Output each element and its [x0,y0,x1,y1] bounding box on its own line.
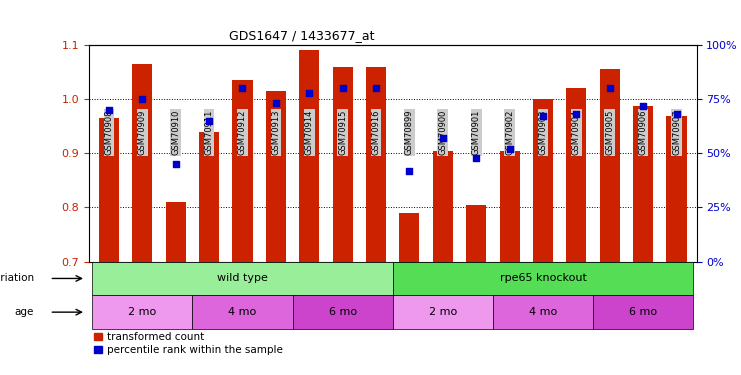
Text: GSM70907: GSM70907 [672,110,681,156]
Text: GSM70915: GSM70915 [338,110,347,155]
Point [537,114,549,120]
Point [236,86,248,92]
Bar [366,67,386,262]
Bar [333,67,353,262]
Point [270,100,282,106]
Point [103,107,115,113]
Bar [393,295,493,329]
Text: age: age [15,307,34,317]
Point [471,154,482,160]
Point [170,161,182,167]
Text: 4 mo: 4 mo [529,307,557,317]
Bar [293,295,393,329]
Bar [166,202,186,262]
Text: GSM70901: GSM70901 [472,110,481,155]
Text: GSM70911: GSM70911 [205,110,213,155]
Text: wild type: wild type [217,273,268,284]
Text: GSM70916: GSM70916 [371,110,381,156]
Bar [233,80,253,262]
Bar [566,88,586,262]
Text: GSM70904: GSM70904 [572,110,581,155]
Text: 2 mo: 2 mo [429,307,457,317]
Bar [99,118,119,262]
Bar [593,295,693,329]
Bar [133,64,153,262]
Bar [93,262,393,295]
Bar [599,69,619,262]
Point [136,96,148,102]
Point [671,111,682,117]
Bar [199,132,219,262]
Point [336,86,348,92]
Text: 6 mo: 6 mo [629,307,657,317]
Text: GSM70900: GSM70900 [439,110,448,155]
Text: GSM70906: GSM70906 [639,110,648,156]
Legend: transformed count, percentile rank within the sample: transformed count, percentile rank withi… [94,332,282,355]
Text: GSM70912: GSM70912 [238,110,247,155]
Text: GSM70909: GSM70909 [138,110,147,155]
Point [404,168,416,174]
Bar [493,295,593,329]
Bar [93,295,193,329]
Bar [433,151,453,262]
Bar [393,262,693,295]
Text: GSM70910: GSM70910 [171,110,180,155]
Text: 2 mo: 2 mo [128,307,156,317]
Point [437,135,449,141]
Bar [533,99,553,262]
Bar [466,205,486,262]
Bar [266,91,286,262]
Point [504,146,516,152]
Bar [299,50,319,262]
Bar [666,117,686,262]
Point [203,118,215,124]
Point [571,111,582,117]
Text: GSM70905: GSM70905 [605,110,614,155]
Bar [193,295,293,329]
Bar [633,106,653,262]
Point [637,103,649,109]
Bar [499,151,519,262]
Text: GSM70914: GSM70914 [305,110,313,155]
Text: GSM70903: GSM70903 [539,110,548,156]
Text: genotype/variation: genotype/variation [0,273,34,284]
Point [604,86,616,92]
Point [303,90,315,96]
Text: rpe65 knockout: rpe65 knockout [499,273,586,284]
Text: GSM70908: GSM70908 [104,110,113,156]
Point [370,86,382,92]
Text: GSM70902: GSM70902 [505,110,514,155]
Bar [399,213,419,262]
Text: 6 mo: 6 mo [328,307,356,317]
Title: GDS1647 / 1433677_at: GDS1647 / 1433677_at [229,30,374,42]
Text: GSM70899: GSM70899 [405,110,414,156]
Text: GSM70913: GSM70913 [271,110,280,156]
Text: 4 mo: 4 mo [228,307,256,317]
